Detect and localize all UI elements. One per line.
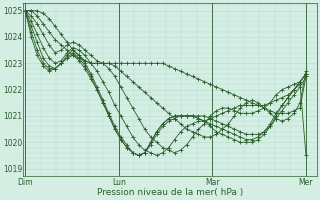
X-axis label: Pression niveau de la mer( hPa ): Pression niveau de la mer( hPa ): [97, 188, 244, 197]
